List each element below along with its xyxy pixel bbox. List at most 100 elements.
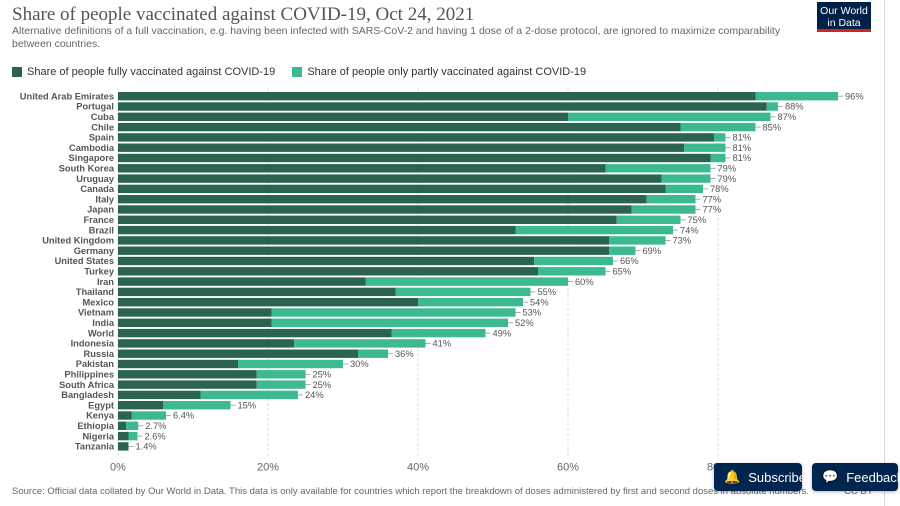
bar-full [118, 184, 666, 194]
category-label: Cambodia [69, 143, 115, 153]
bar-partial [271, 308, 516, 317]
bar-partial [616, 215, 681, 224]
feedback-label: Feedback [846, 469, 900, 485]
bar-partial [661, 174, 711, 183]
bar-partial [710, 153, 726, 163]
value-label: 66% [620, 256, 639, 266]
category-label: Iran [97, 277, 114, 287]
value-label: 24% [305, 390, 324, 400]
bar-partial [418, 298, 523, 307]
bar-partial [568, 112, 771, 121]
category-label: Japan [87, 205, 114, 215]
category-label: South Africa [59, 380, 115, 390]
value-label: 65% [613, 267, 632, 277]
bar-partial [200, 390, 298, 400]
value-label: 77% [703, 205, 722, 215]
value-label: 69% [643, 246, 662, 256]
bar-partial [256, 370, 306, 379]
legend-item-full[interactable]: Share of people fully vaccinated against… [12, 66, 275, 78]
bar-full [118, 205, 632, 214]
value-label: 41% [433, 339, 452, 349]
bar-partial [766, 102, 778, 111]
x-tick-label: 40% [407, 462, 429, 474]
chat-icon: 💬 [822, 469, 839, 484]
value-label: 77% [703, 194, 722, 204]
category-label: South Korea [59, 164, 115, 174]
bar-full [118, 339, 295, 348]
bar-partial [646, 195, 696, 204]
category-label: Pakistan [76, 359, 115, 369]
category-label: United Kingdom [42, 236, 114, 246]
category-label: Spain [89, 133, 115, 143]
bar-partial [131, 411, 166, 420]
x-tick-label: 0% [110, 462, 126, 474]
value-label: 81% [733, 133, 752, 143]
value-label: 75% [688, 215, 707, 225]
category-label: Canada [80, 184, 114, 194]
bar-full [118, 380, 257, 389]
category-label: India [92, 318, 115, 328]
category-label: Tanzania [75, 442, 115, 452]
value-label: 88% [785, 102, 804, 112]
category-label: United Arab Emirates [20, 91, 114, 101]
source-note: Source: Official data collated by Our Wo… [12, 486, 809, 497]
category-label: Ethiopia [77, 421, 114, 431]
category-label: Cuba [91, 112, 115, 122]
value-label: 25% [313, 380, 332, 390]
category-label: World [88, 328, 114, 338]
value-label: 30% [350, 359, 369, 369]
license-label[interactable]: CC BY [844, 486, 874, 497]
bar-full [118, 349, 358, 358]
value-label: 53% [523, 308, 542, 318]
value-label: 54% [530, 297, 549, 307]
value-label: 79% [718, 164, 737, 174]
bar-full [118, 411, 132, 420]
bar-full [118, 215, 617, 224]
bar-full [118, 401, 163, 410]
category-label: Chile [91, 122, 114, 132]
bar-partial [680, 122, 756, 132]
bar-full [118, 92, 756, 101]
category-label: Indonesia [71, 339, 115, 349]
value-label: 52% [515, 318, 534, 328]
category-label: Thailand [76, 287, 115, 297]
legend-item-partial[interactable]: Share of people only partly vaccinated a… [292, 66, 586, 78]
bar-partial [515, 225, 673, 235]
owid-logo[interactable]: Our World in Data [817, 2, 871, 32]
x-tick-label: 60% [557, 462, 579, 474]
bar-full [118, 236, 610, 245]
value-label: 55% [538, 287, 557, 297]
bar-full [118, 112, 568, 121]
value-label: 2.6% [145, 431, 166, 441]
category-label: Mexico [82, 297, 114, 307]
legend: Share of people fully vaccinated against… [12, 66, 600, 80]
category-label: Italy [95, 194, 114, 204]
bar-full [118, 277, 366, 286]
subscribe-label: Subscribe [748, 469, 806, 485]
bar-partial [271, 318, 508, 327]
category-label: Brazil [89, 225, 114, 235]
bar-partial [238, 359, 343, 369]
bar-partial [684, 143, 726, 152]
subscribe-button[interactable]: 🔔 Subscribe [714, 463, 806, 491]
bar-partial [365, 277, 568, 286]
panel-border [884, 0, 885, 506]
bar-full [118, 102, 767, 111]
bar-full [118, 390, 201, 400]
value-label: 81% [733, 143, 752, 153]
feedback-button[interactable]: 💬 Feedback [812, 463, 900, 491]
bar-partial [714, 133, 726, 142]
bar-full [118, 370, 257, 379]
value-label: 6.4% [173, 411, 194, 421]
value-label: 25% [313, 370, 332, 380]
bar-partial [126, 421, 139, 430]
value-label: 49% [493, 328, 512, 338]
bar-partial [609, 236, 666, 245]
category-label: Uruguay [76, 174, 115, 184]
bar-full [118, 133, 715, 142]
bar-partial [391, 328, 486, 338]
category-label: United States [55, 256, 114, 266]
bar-partial [538, 267, 606, 276]
value-label: 74% [680, 225, 699, 235]
category-label: Portugal [76, 102, 114, 112]
